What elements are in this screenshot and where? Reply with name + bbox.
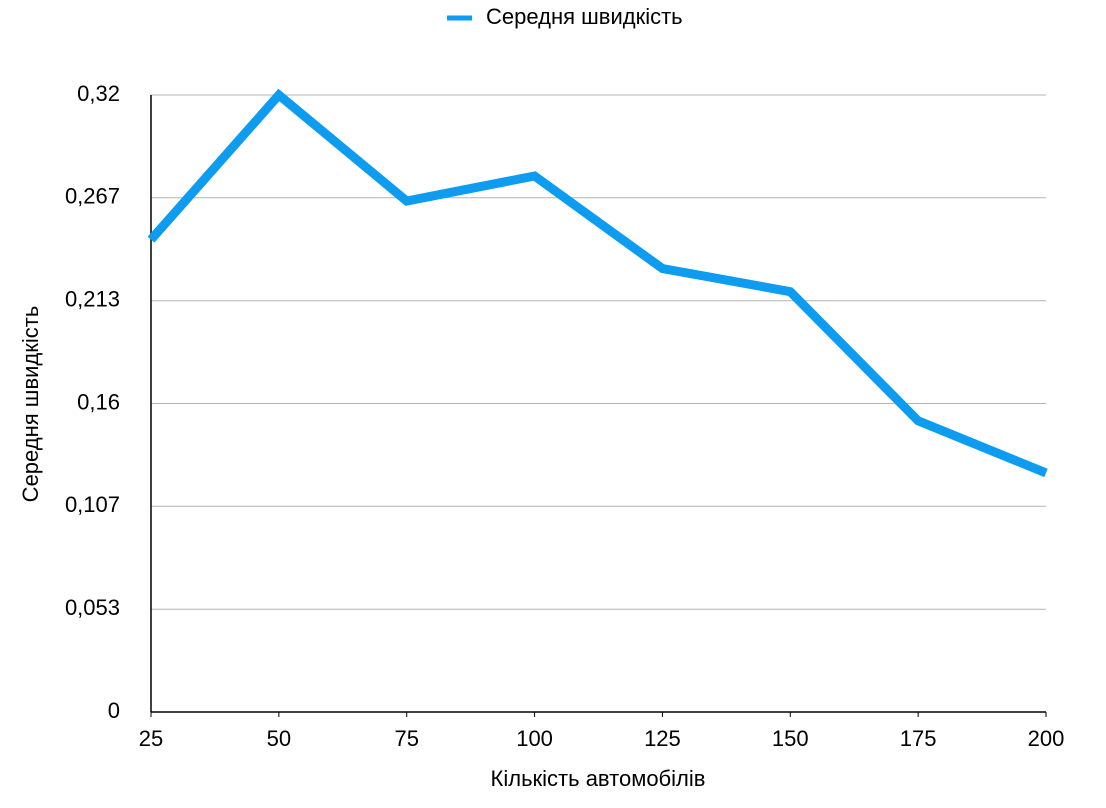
y-tick-label: 0,32 [77, 81, 120, 106]
y-tick-label: 0,107 [65, 492, 120, 517]
x-tick-label: 200 [1028, 726, 1065, 751]
x-tick-label: 75 [394, 726, 418, 751]
legend-label: Середня швидкість [486, 4, 683, 29]
x-tick-label: 25 [139, 726, 163, 751]
x-tick-label: 125 [644, 726, 681, 751]
y-tick-label: 0,213 [65, 287, 120, 312]
x-tick-label: 175 [900, 726, 937, 751]
y-axis-label: Середня швидкість [18, 306, 43, 503]
y-tick-label: 0,267 [65, 184, 120, 209]
x-axis-label: Кількість автомобілів [491, 766, 706, 791]
data-line [147, 88, 1048, 478]
x-tick-label: 150 [772, 726, 809, 751]
y-tick-label: 0,053 [65, 595, 120, 620]
x-tick-label: 50 [267, 726, 291, 751]
x-tick-label: 100 [516, 726, 553, 751]
y-tick-label: 0,16 [77, 389, 120, 414]
y-tick-label: 0 [108, 698, 120, 723]
